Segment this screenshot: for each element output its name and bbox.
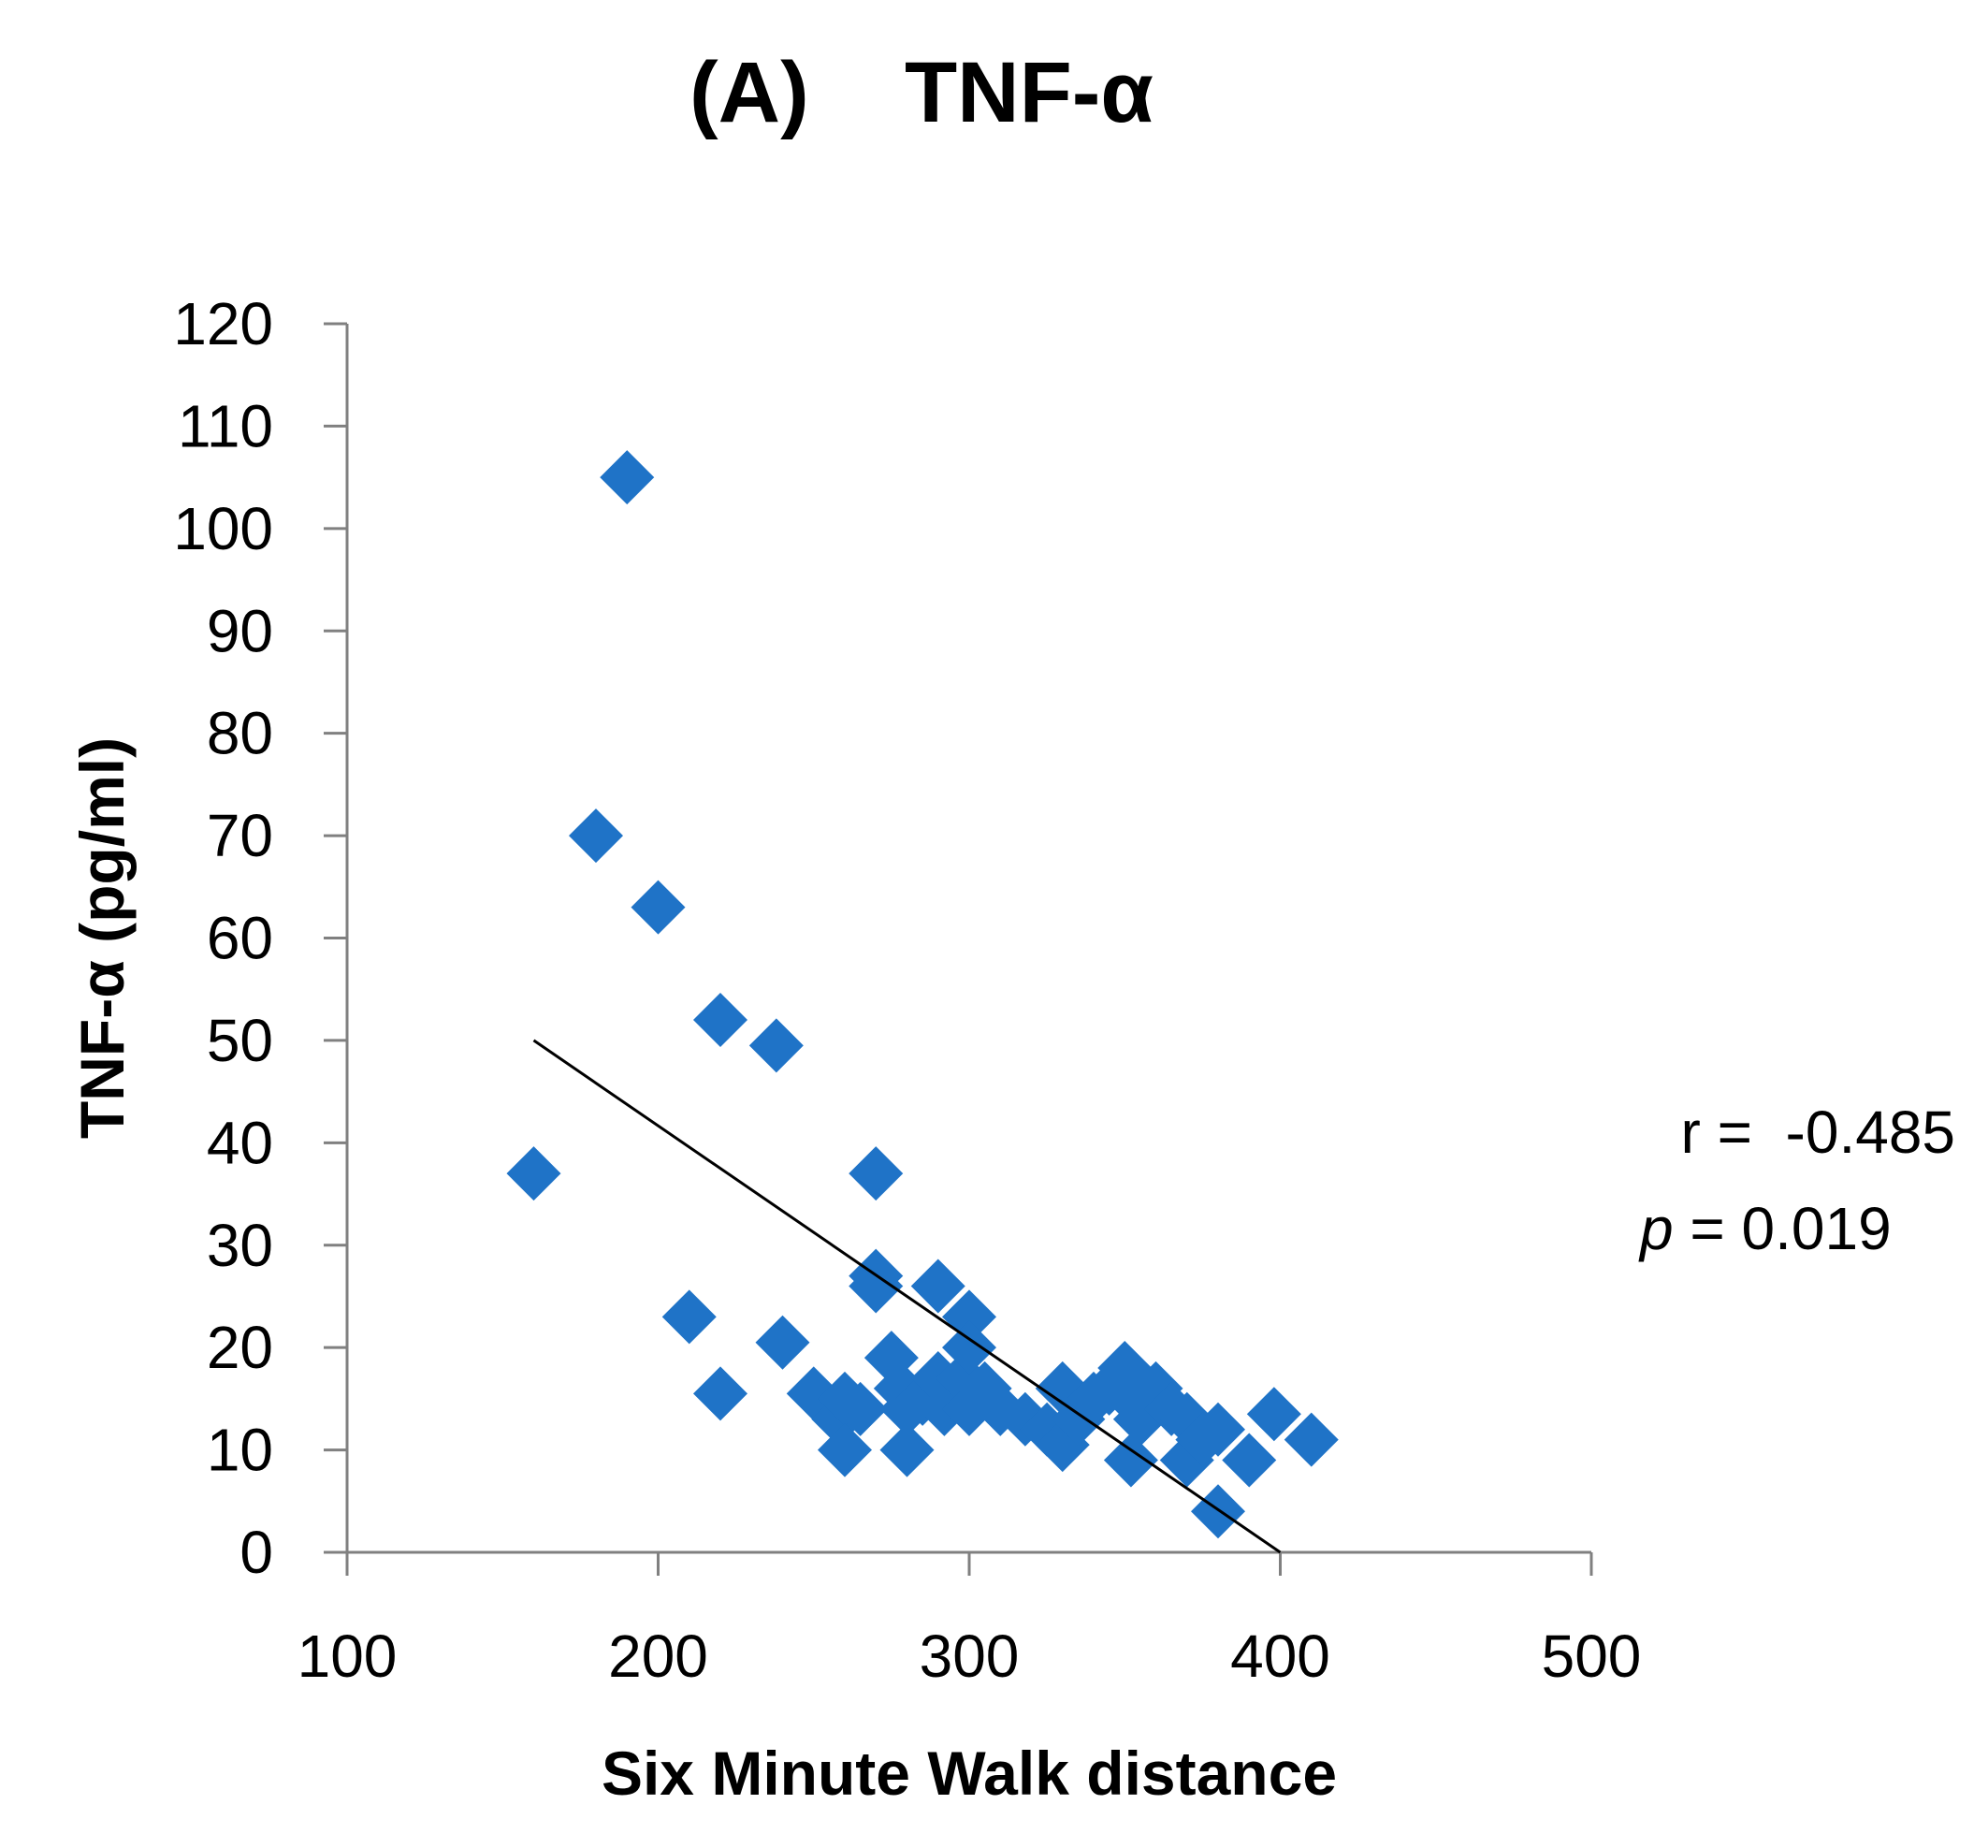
x-tick-label: 500 <box>1542 1622 1642 1690</box>
data-point <box>1191 1402 1245 1457</box>
y-tick-label: 20 <box>207 1314 273 1381</box>
data-point <box>600 450 655 505</box>
x-tick-label: 400 <box>1230 1622 1330 1690</box>
y-tick-label: 10 <box>207 1417 273 1484</box>
p-value-annotation: p = 0.019 <box>1557 1195 1941 1262</box>
y-axis-title: TNF-α (pg/ml) <box>67 737 137 1139</box>
r-value-annotation: r = -0.485 <box>1681 1099 1956 1166</box>
data-point <box>748 1018 804 1073</box>
y-tick-label: 90 <box>207 597 273 664</box>
y-tick-label: 120 <box>173 290 273 357</box>
data-point <box>631 880 686 935</box>
data-points <box>506 450 1339 1539</box>
data-point <box>910 1259 965 1314</box>
y-tick-label: 40 <box>207 1109 273 1176</box>
y-tick-label: 0 <box>239 1519 273 1586</box>
y-tick-label: 110 <box>178 392 273 459</box>
data-point <box>818 1422 872 1477</box>
data-point <box>693 1366 747 1421</box>
data-point <box>1222 1433 1277 1488</box>
data-point <box>693 993 747 1048</box>
chart-title: (A) TNF-α <box>689 45 1154 140</box>
data-point <box>879 1422 935 1477</box>
y-tick-label: 70 <box>207 802 273 869</box>
data-point <box>1284 1412 1339 1467</box>
data-point <box>849 1146 904 1201</box>
data-point <box>1103 1433 1158 1488</box>
data-point <box>755 1315 810 1370</box>
x-axis-ticks: 100 200 300 400 500 <box>297 1552 1642 1690</box>
p-value: = 0.019 <box>1674 1195 1892 1262</box>
y-tick-label: 100 <box>173 495 273 562</box>
data-point <box>1246 1387 1301 1442</box>
y-axis-ticks: 0 10 20 30 40 50 60 70 80 90 100 110 120 <box>173 290 347 1586</box>
y-tick-label: 60 <box>207 905 273 972</box>
y-tick-label: 80 <box>207 700 273 767</box>
data-point <box>569 808 623 864</box>
trend-line <box>532 1039 1282 1554</box>
data-point <box>661 1289 717 1345</box>
data-point <box>942 1320 996 1375</box>
data-point <box>833 1381 888 1436</box>
p-label: p <box>1638 1195 1674 1262</box>
x-axis-title: Six Minute Walk distance <box>602 1739 1337 1808</box>
x-tick-label: 300 <box>920 1622 1020 1690</box>
data-point <box>1191 1484 1245 1539</box>
x-tick-label: 100 <box>297 1622 398 1690</box>
x-tick-label: 200 <box>608 1622 708 1690</box>
y-tick-label: 50 <box>207 1007 273 1074</box>
data-point <box>506 1146 561 1201</box>
data-point <box>849 1259 904 1314</box>
y-tick-label: 30 <box>207 1212 273 1279</box>
